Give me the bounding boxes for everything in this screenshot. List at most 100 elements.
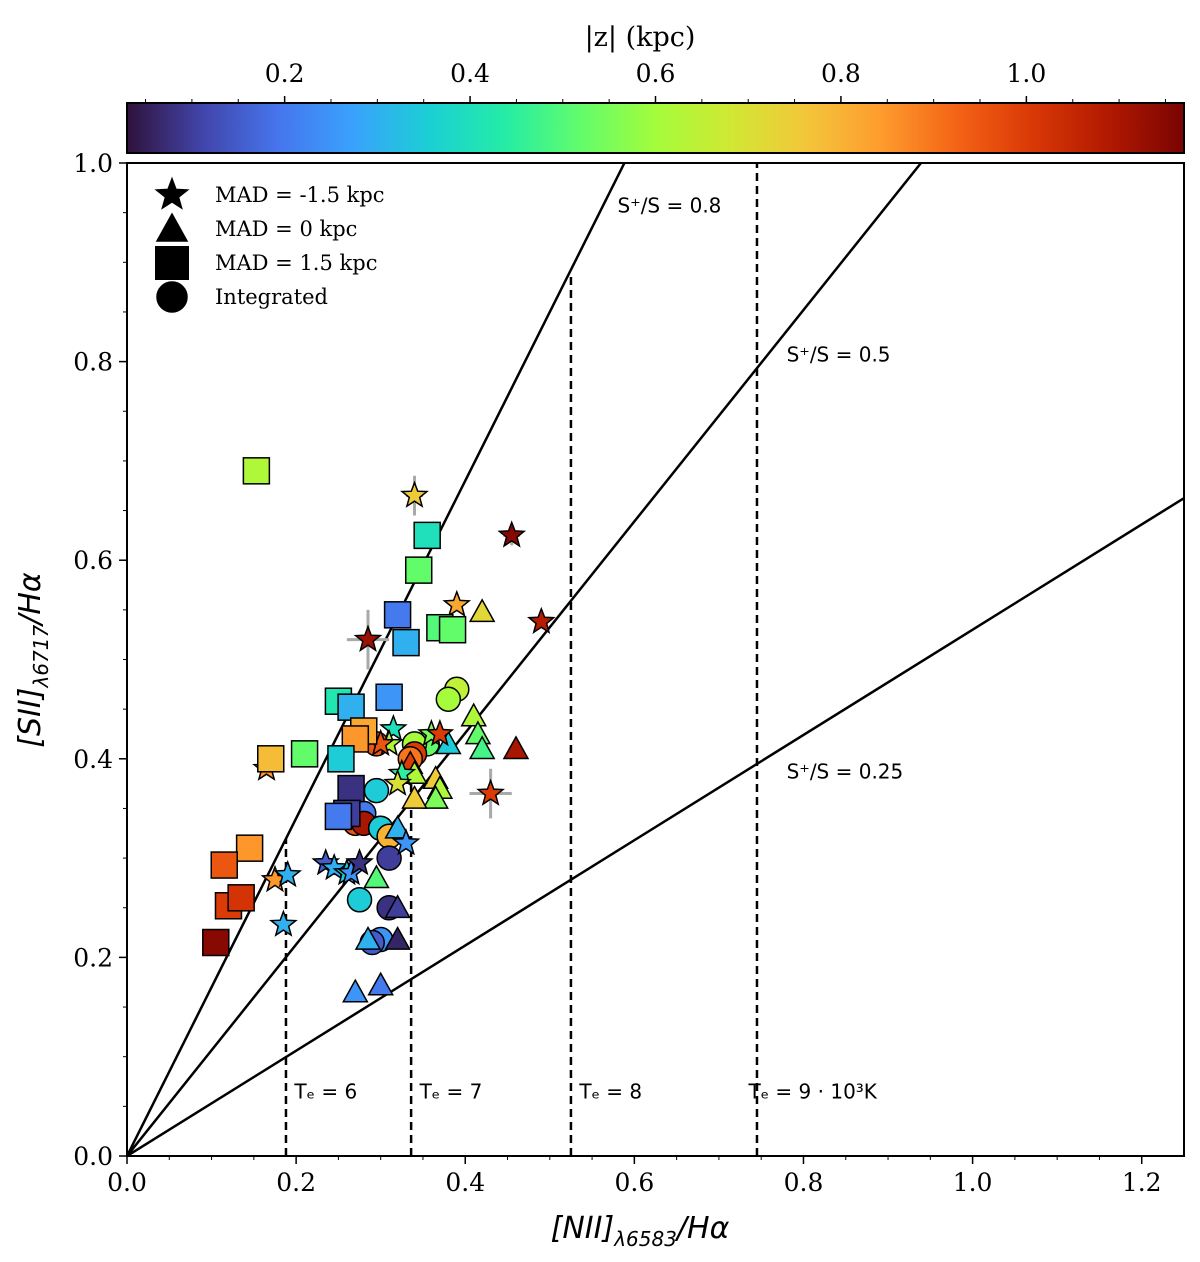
star-point	[319, 852, 349, 881]
colorbar-tick-label: 0.6	[636, 59, 676, 88]
star-point	[476, 778, 506, 806]
ratio-lines	[127, 163, 1184, 1156]
square-point	[210, 851, 238, 879]
square-point	[242, 457, 271, 485]
square-point	[202, 928, 230, 957]
x-tick-label: 0.6	[614, 1168, 654, 1197]
te-lines	[284, 163, 759, 1156]
ratio-line	[127, 497, 1184, 1156]
square-point	[235, 834, 264, 862]
y-tick-label: 1.0	[73, 149, 113, 178]
star-point	[345, 847, 374, 876]
x-tick-label: 1.0	[953, 1168, 993, 1197]
ratio-line-label: S⁺/S = 0.8	[617, 194, 721, 218]
x-axis-ticks: 0.0 0.2 0.4 0.6 0.8 1.0 1.2	[107, 1156, 1162, 1197]
square-point	[327, 745, 355, 773]
legend-label: MAD = 1.5 kpc	[215, 251, 377, 275]
y-axis-title: [SII]λ6717/Hα	[13, 572, 53, 748]
y-tick-label: 0.6	[73, 546, 113, 575]
square-point	[257, 745, 285, 773]
star-point	[353, 624, 383, 652]
circle-point	[346, 887, 373, 913]
triangle-point	[354, 925, 382, 950]
y-tick-label: 0.2	[73, 943, 113, 972]
colorbar: |z| (kpc) 0.2 0.4 0.6 0.8 1.0	[126, 22, 1185, 154]
ratio-line-label: S⁺/S = 0.5	[787, 343, 891, 367]
triangle-point	[367, 971, 394, 996]
square-point	[227, 884, 255, 912]
x-axis-title: [NII]λ6583/Hα	[551, 1211, 730, 1251]
colorbar-tick-label: 0.8	[821, 59, 861, 88]
y-tick-label: 0.4	[73, 745, 113, 774]
y-tick-label: 0.0	[73, 1142, 113, 1171]
legend-square-icon	[155, 246, 189, 280]
triangle-point	[384, 894, 411, 919]
legend-label: MAD = 0 kpc	[215, 217, 357, 241]
star-point	[400, 480, 429, 508]
square-point	[337, 774, 365, 803]
triangle-point	[384, 925, 411, 950]
legend-star-icon	[154, 176, 190, 210]
triangle-point	[460, 702, 487, 727]
triangle-point	[502, 735, 530, 760]
square-point	[337, 693, 365, 721]
triangle-point	[468, 735, 496, 760]
colorbar-tick-label: 0.2	[265, 59, 305, 88]
colorbar-ticks: 0.2 0.4 0.6 0.8 1.0	[145, 59, 1166, 103]
colorbar-tick-label: 0.4	[450, 59, 490, 88]
star-point	[527, 606, 556, 635]
star-point	[273, 859, 302, 888]
te-line-label: Tₑ = 9 · 10³K	[748, 1079, 878, 1103]
circle-point	[363, 777, 390, 804]
triangle-point	[435, 730, 462, 755]
star-point	[378, 713, 408, 742]
star-point	[442, 589, 472, 618]
legend-label: MAD = -1.5 kpc	[215, 183, 385, 207]
ratio-line	[127, 163, 626, 1156]
x-tick-label: 0.2	[276, 1168, 316, 1197]
triangle-point	[384, 814, 411, 839]
colorbar-tick-label: 1.0	[1006, 59, 1046, 88]
x-tick-label: 1.2	[1122, 1168, 1162, 1197]
triangle-point	[468, 598, 496, 623]
te-line-label: Tₑ = 7	[419, 1079, 483, 1103]
star-point	[269, 909, 298, 937]
triangle-point	[342, 978, 369, 1003]
y-tick-label: 0.8	[73, 348, 113, 377]
square-point	[375, 683, 403, 711]
y-axis-ticks: 0.0 0.2 0.4 0.6 0.8 1.0	[73, 149, 127, 1171]
x-tick-label: 0.0	[107, 1168, 147, 1197]
square-point	[383, 601, 412, 629]
circle-point	[435, 686, 462, 712]
data-points	[202, 457, 556, 1003]
triangle-point	[363, 864, 390, 889]
star-point	[425, 718, 455, 747]
legend-circle-icon	[156, 281, 188, 313]
line-labels: S⁺/S = 0.8 S⁺/S = 0.5 S⁺/S = 0.25 Tₑ = 6 Tₑ …	[293, 194, 903, 1104]
square-point	[290, 740, 319, 768]
te-line-label: Tₑ = 6	[293, 1079, 357, 1103]
ratio-line	[127, 163, 922, 1156]
legend: MAD = -1.5 kpc MAD = 0 kpc MAD = 1.5 kpc In…	[154, 176, 385, 313]
circle-point	[376, 845, 402, 871]
triangle-point	[422, 784, 449, 809]
star-point	[391, 828, 421, 856]
star-point	[383, 768, 413, 796]
star-point	[497, 520, 527, 548]
colorbar-title: |z| (kpc)	[585, 22, 696, 53]
x-tick-label: 0.4	[445, 1168, 485, 1197]
square-point	[438, 615, 467, 644]
te-line-label: Tₑ = 8	[578, 1079, 642, 1103]
square-point	[413, 521, 441, 550]
plot-area	[127, 163, 1184, 1156]
x-tick-label: 0.8	[784, 1168, 824, 1197]
colorbar-bar	[126, 102, 1185, 154]
legend-triangle-icon	[155, 212, 189, 242]
legend-label: Integrated	[215, 285, 328, 309]
triangle-point	[401, 784, 428, 809]
square-point	[324, 802, 353, 831]
square-point	[404, 556, 433, 584]
square-point	[392, 628, 420, 657]
ratio-line-label: S⁺/S = 0.25	[787, 760, 904, 784]
